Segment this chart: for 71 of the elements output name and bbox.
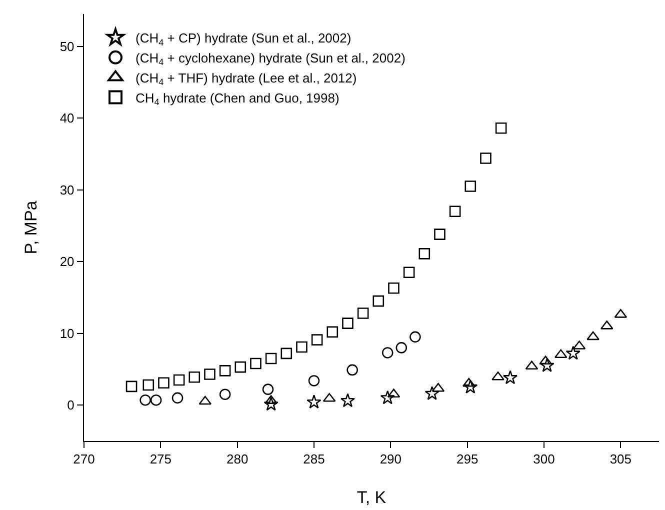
point <box>492 371 504 380</box>
point <box>432 382 445 392</box>
x-tick-label: 275 <box>150 452 172 467</box>
point <box>173 374 185 386</box>
point <box>204 368 216 380</box>
point <box>306 394 322 409</box>
point <box>262 384 274 395</box>
point <box>234 361 246 373</box>
y-tick-label: 50 <box>60 38 74 54</box>
point <box>342 318 354 329</box>
point <box>502 370 518 384</box>
point <box>250 358 262 370</box>
x-tick-label: 305 <box>610 452 632 467</box>
point <box>410 331 421 343</box>
y-tick-label: 0 <box>67 398 74 413</box>
point <box>296 341 308 353</box>
point <box>265 352 277 364</box>
point <box>372 295 384 307</box>
point <box>150 394 162 406</box>
point <box>308 375 320 386</box>
point <box>311 334 323 346</box>
point <box>540 358 554 372</box>
point <box>388 282 400 294</box>
point <box>495 122 507 134</box>
y-tick-label: 10 <box>60 326 74 341</box>
y-tick-label: 20 <box>60 254 74 270</box>
point <box>434 228 446 240</box>
legend-label: CH$_{4}$ hydrate (Chen and Guo, 1998) <box>136 90 340 107</box>
y-tick-label: 40 <box>60 110 74 126</box>
point <box>418 248 430 260</box>
x-tick-label: 290 <box>380 452 402 467</box>
point <box>198 396 212 405</box>
x-tick-label: 295 <box>456 452 478 467</box>
x-axis-title: T, K <box>356 488 387 508</box>
point <box>462 378 476 387</box>
point <box>172 392 184 404</box>
point <box>219 365 231 376</box>
legend-label: (CH$_{4}$ + THF) hydrate (Lee et al., 2012) <box>136 70 357 88</box>
point <box>586 331 600 340</box>
point <box>396 342 408 354</box>
point <box>424 386 440 400</box>
point <box>357 308 369 319</box>
legend-label: (CH$_{4}$ + cyclohexane) hydrate (Sun et al., 2002) <box>136 50 406 68</box>
point <box>340 393 356 408</box>
point <box>449 206 461 217</box>
x-tick-label: 285 <box>303 452 325 467</box>
x-tick-label: 270 <box>73 452 95 467</box>
point <box>126 380 138 392</box>
point <box>219 388 231 400</box>
x-tick-label: 300 <box>533 452 555 467</box>
point <box>463 380 478 394</box>
point <box>280 348 292 360</box>
point <box>142 379 154 391</box>
point <box>264 396 278 411</box>
point <box>380 390 395 404</box>
point <box>140 394 151 406</box>
x-tick-label: 280 <box>226 452 248 467</box>
point <box>566 346 580 360</box>
point <box>188 371 200 383</box>
point <box>480 152 492 164</box>
legend-label: (CH$_{4}$ + CP) hydrate (Sun et al., 2002) <box>136 30 352 48</box>
point <box>403 266 415 278</box>
point <box>326 326 338 338</box>
y-tick-label: 30 <box>60 182 74 198</box>
point <box>525 360 538 370</box>
point <box>382 347 394 358</box>
point <box>554 349 568 358</box>
point <box>464 180 476 192</box>
point <box>158 377 170 389</box>
y-axis-title: P, MPa <box>21 200 40 254</box>
point <box>346 364 358 376</box>
